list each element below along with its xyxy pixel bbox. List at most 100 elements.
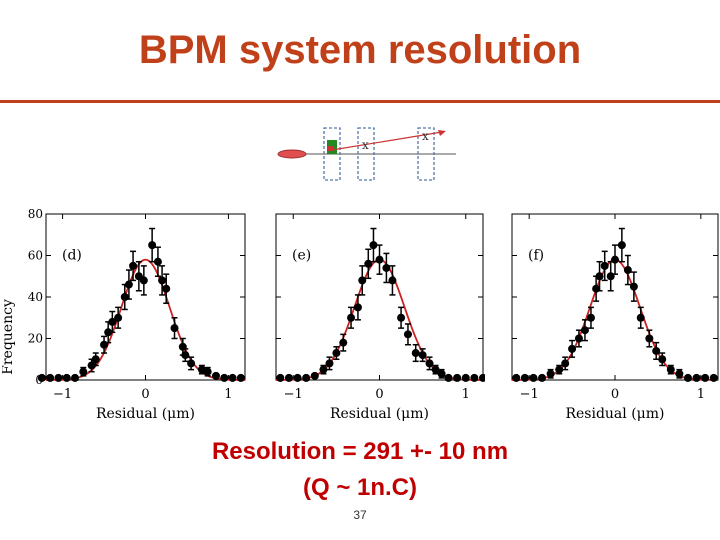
data-point [555,365,564,374]
data-point [437,369,446,378]
x-tick-label: 1 [462,387,470,402]
data-point [153,257,162,266]
data-point [538,373,547,382]
data-point [284,373,293,382]
y-tick-label: 60 [28,249,43,263]
data-point [623,266,632,275]
x-axis-label: Residual (μm) [330,406,429,422]
plot-frame [45,213,246,381]
data-point [203,367,212,376]
y-tick-label: 40 [28,290,43,304]
bpm-cavity-1 [323,127,341,181]
data-point [114,313,123,322]
predicted-position-marker: x [362,138,369,152]
bpm-cavity-2 [357,127,375,181]
data-point [512,373,521,382]
data-point [529,373,538,382]
data-point [520,373,529,382]
x-axis-label: Residual (μm) [565,406,664,422]
data-point [411,349,420,358]
panel-label: (d) [62,248,82,264]
plot-frame [275,213,484,381]
data-point [403,330,412,339]
data-point [666,365,675,374]
data-point [353,303,362,312]
data-point [574,334,583,343]
data-point [611,255,619,264]
data-point [636,313,645,322]
x-tick-label: 0 [611,387,619,402]
data-point [62,373,71,382]
data-point [652,346,661,355]
data-point [276,373,285,382]
data-point [580,326,589,335]
data-point [461,373,470,382]
data-point [71,373,80,382]
x-tick-label: 1 [697,387,705,402]
data-point [479,373,485,382]
data-point [79,367,88,376]
data-point [347,313,356,322]
data-point [236,373,245,382]
data-point [382,263,391,272]
data-point [339,338,348,347]
residual-histogram-f: −1 0 1 Residual (μm) (f) [511,213,719,422]
beam-bunch [277,149,307,159]
data-point [629,282,638,291]
data-point [418,351,427,360]
bpm-reference-mark [328,146,334,151]
data-point [375,255,384,264]
data-point [431,365,440,374]
data-point [228,373,237,382]
panel-label: (f) [528,248,544,264]
data-point [568,344,577,353]
x-tick-label: 0 [375,387,383,402]
data-point [181,351,190,360]
charge-note: (Q ~ 1n.C) [302,474,417,501]
x-axis-label: Residual (μm) [96,406,195,422]
bpm-layout-diagram: x x [277,127,456,181]
x-tick-label: −1 [53,387,72,402]
x-tick-label: −1 [520,387,539,402]
trajectory-arrowhead [438,130,446,136]
data-point [444,373,453,382]
data-point [546,369,555,378]
data-point [453,373,462,382]
data-point [683,373,692,382]
page-number: 37 [353,508,367,522]
data-point [397,313,406,322]
gaussian-fit-curve [511,258,719,381]
data-point [162,284,171,293]
data-point [701,373,710,382]
data-point [91,355,100,364]
x-tick-label: 1 [224,387,232,402]
data-point [37,373,46,382]
beam-trajectory [331,131,443,151]
data-point [108,317,117,326]
data-point [293,373,302,382]
data-point [187,359,196,368]
data-point [364,259,373,268]
data-point [170,324,179,333]
plot-frame [511,213,719,381]
data-point [709,373,718,382]
data-point [675,369,684,378]
panel-label: (e) [292,248,311,264]
data-point [369,241,378,250]
data-point [388,276,397,285]
data-point [129,261,138,270]
data-point [325,359,334,368]
title-divider [0,100,720,103]
gaussian-fit-curve [45,258,246,381]
data-point [332,349,341,358]
data-point [302,373,311,382]
data-point [692,373,701,382]
data-point [46,373,55,382]
data-point [211,371,220,380]
gaussian-fit-curve [275,258,484,381]
resolution-result: Resolution = 291 +- 10 nm [211,438,509,465]
data-point [425,359,434,368]
bpm-cavity-3 [417,127,435,181]
data-point [358,276,367,285]
